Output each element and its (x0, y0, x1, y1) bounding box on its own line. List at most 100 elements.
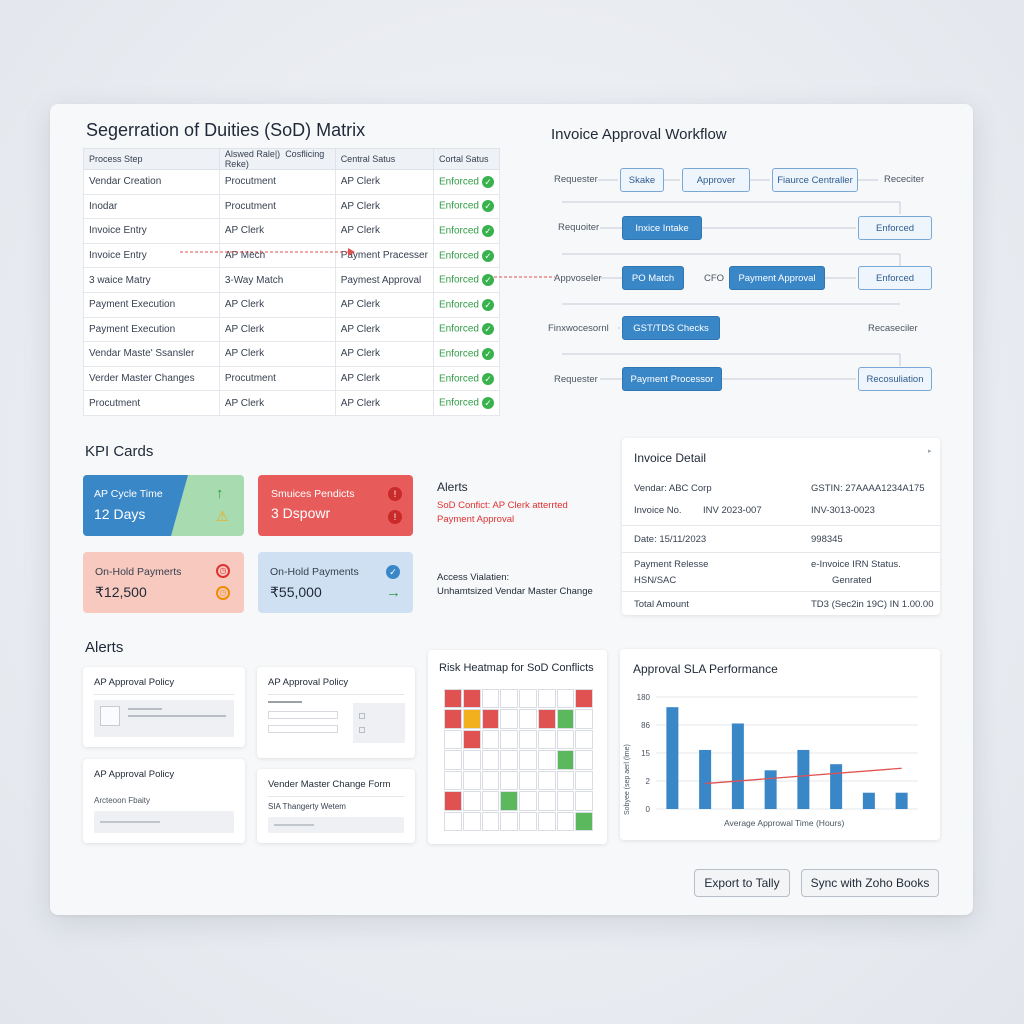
alert-card-vendor-form[interactable]: Vender Master Change Form SIA Thangerty … (257, 769, 415, 843)
heatmap-cell[interactable] (575, 750, 593, 770)
workflow-label: CFO (704, 273, 725, 284)
workflow-label: Receciter (884, 174, 925, 185)
check-icon: ✓ (481, 224, 494, 237)
workflow-node[interactable]: Skake (620, 168, 664, 192)
heatmap-cell[interactable] (575, 729, 593, 750)
kpi-card-pending[interactable]: Smuices Pendicts 3 Dspowr ! ! (258, 475, 413, 536)
heatmap-cell[interactable] (500, 770, 518, 791)
status-text: Enforced (438, 299, 479, 311)
heatmap-cell[interactable] (462, 709, 481, 729)
sla-bar[interactable] (862, 792, 875, 809)
check-icon: ✓ (481, 397, 494, 410)
heatmap-cell[interactable] (462, 811, 481, 831)
workflow-node[interactable]: Inxice Intake (622, 216, 702, 240)
check-icon: ✓ (481, 249, 494, 262)
heatmap-cell[interactable] (556, 750, 575, 770)
sod-cell-step: Payment Execution (83, 316, 220, 343)
heatmap-cell[interactable] (481, 729, 500, 750)
sod-cell-status: Enforced ✓ (432, 193, 501, 220)
kpi-card-on-hold[interactable]: On-Hold Paymerts ₹12,500 ◷ ◷ (83, 552, 244, 613)
document-preview (353, 703, 405, 743)
heatmap-cell[interactable] (537, 689, 556, 709)
workflow-status[interactable]: Recosuliation (858, 367, 932, 391)
heatmap-cell[interactable] (556, 689, 575, 709)
heatmap-cell[interactable] (444, 770, 462, 791)
heatmap-cell[interactable] (556, 791, 575, 811)
sync-zoho-books-button[interactable]: Sync with Zoho Books (801, 869, 939, 897)
irn-status-value: Genrated (832, 575, 872, 586)
heatmap-cell[interactable] (444, 750, 462, 770)
heatmap-cell[interactable] (500, 811, 518, 831)
heatmap-cell[interactable] (500, 750, 518, 770)
kpi-card-on-hold-payments[interactable]: On-Hold Payments ₹55,000 ✓ → (258, 552, 413, 613)
alert-card-policy[interactable]: AP Approval Policy (257, 667, 415, 758)
heatmap-cell[interactable] (500, 689, 518, 709)
trend-line (705, 767, 902, 785)
sla-bar[interactable] (764, 770, 777, 809)
heatmap-cell[interactable] (519, 750, 537, 770)
sla-bar[interactable] (731, 723, 744, 809)
heatmap-cell[interactable] (500, 729, 518, 750)
heatmap-cell[interactable] (444, 689, 462, 709)
heatmap-cell[interactable] (537, 729, 556, 750)
heatmap-cell[interactable] (519, 811, 537, 831)
alert-card-title: AP Approval Policy (268, 677, 349, 688)
workflow-node[interactable]: Approver (682, 168, 750, 192)
heatmap-cell[interactable] (444, 811, 462, 831)
workflow-node[interactable]: PO Match (622, 266, 684, 290)
kpi-card-cycle-time[interactable]: AP Cycle Time 12 Days ↑ ⚠ (83, 475, 244, 536)
heatmap-cell[interactable] (481, 791, 500, 811)
heatmap-cell[interactable] (444, 729, 462, 750)
heatmap-cell[interactable] (444, 709, 462, 729)
heatmap-cell[interactable] (519, 689, 537, 709)
heatmap-cell[interactable] (556, 729, 575, 750)
heatmap-cell[interactable] (537, 750, 556, 770)
heatmap-cell[interactable] (481, 689, 500, 709)
heatmap-cell[interactable] (537, 709, 556, 729)
workflow-node[interactable]: Payment Processor (622, 367, 722, 391)
workflow-node[interactable]: Fiaurce Centraller (772, 168, 858, 192)
export-to-tally-button[interactable]: Export to Tally (694, 869, 790, 897)
heatmap-cell[interactable] (462, 750, 481, 770)
heatmap-cell[interactable] (537, 811, 556, 831)
heatmap-cell[interactable] (481, 811, 500, 831)
sla-bar[interactable] (666, 707, 679, 809)
alert-card-policy[interactable]: AP Approval Policy (83, 667, 245, 747)
heatmap-cell[interactable] (444, 791, 462, 811)
sla-bar[interactable] (830, 764, 843, 809)
heatmap-cell[interactable] (462, 770, 481, 791)
heatmap-cell[interactable] (481, 750, 500, 770)
heatmap-cell[interactable] (500, 791, 518, 811)
heatmap-cell[interactable] (575, 791, 593, 811)
sla-bar[interactable] (797, 749, 810, 809)
workflow-status[interactable]: Enforced (858, 266, 932, 290)
heatmap-cell[interactable] (519, 770, 537, 791)
sla-bar-chart: 180 86 15 2 0 (637, 693, 918, 814)
sla-bar[interactable] (895, 792, 908, 809)
heatmap-cell[interactable] (556, 811, 575, 831)
heatmap-cell[interactable] (519, 791, 537, 811)
heatmap-cell[interactable] (462, 689, 481, 709)
workflow-node[interactable]: GST/TDS Checks (622, 316, 720, 340)
heatmap-cell[interactable] (462, 791, 481, 811)
heatmap-cell[interactable] (481, 709, 500, 729)
heatmap-cell[interactable] (575, 811, 593, 831)
expand-icon[interactable]: ▸ (928, 448, 932, 455)
heatmap-cell[interactable] (556, 709, 575, 729)
workflow-status[interactable]: Enforced (858, 216, 932, 240)
workflow-node[interactable]: Payment Approval (729, 266, 825, 290)
heatmap-cell[interactable] (462, 729, 481, 750)
heatmap-cell[interactable] (575, 770, 593, 791)
heatmap-cell[interactable] (481, 770, 500, 791)
heatmap-cell[interactable] (519, 729, 537, 750)
alert-card-policy[interactable]: AP Approval Policy Arcteoon Fbaity (83, 759, 245, 843)
heatmap-cell[interactable] (575, 709, 593, 729)
heatmap-cell[interactable] (519, 709, 537, 729)
heatmap-cell[interactable] (556, 770, 575, 791)
heatmap-cell[interactable] (575, 689, 593, 709)
heatmap-cell[interactable] (500, 709, 518, 729)
sod-cell-status: Enforced ✓ (432, 267, 501, 293)
heatmap-cell[interactable] (537, 791, 556, 811)
heatmap-cell[interactable] (537, 770, 556, 791)
sla-bar[interactable] (699, 749, 712, 809)
